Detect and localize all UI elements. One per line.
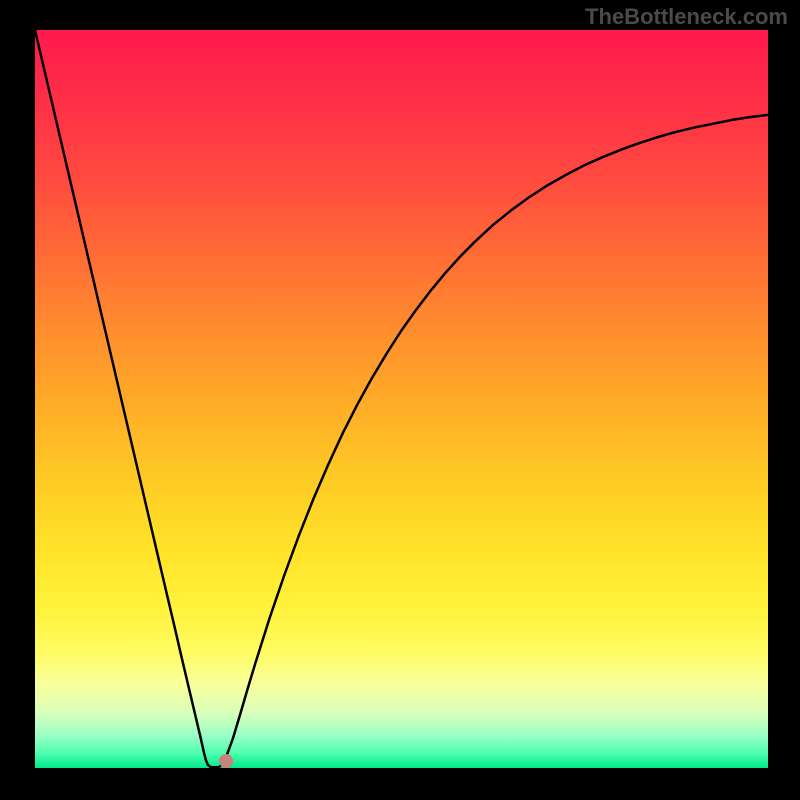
watermark-label: TheBottleneck.com <box>585 4 788 30</box>
optimum-marker <box>219 754 233 768</box>
bottleneck-curve <box>35 30 768 768</box>
plot-area <box>35 30 768 768</box>
chart-canvas: TheBottleneck.com <box>0 0 800 800</box>
